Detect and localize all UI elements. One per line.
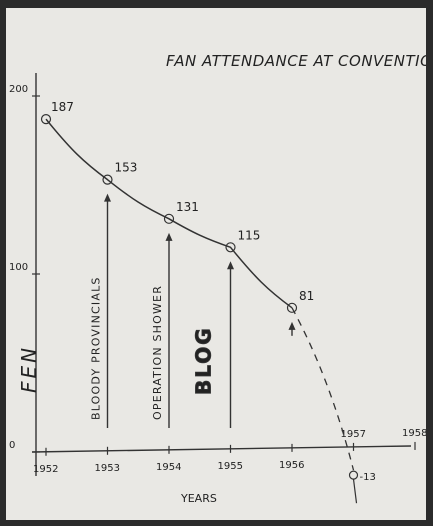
y-tick-label: 100 <box>9 262 28 273</box>
projection-line <box>291 307 355 471</box>
annotation-arrow-head <box>227 261 234 270</box>
annotation-label: BLOG <box>192 326 216 395</box>
x-tick-label: 1955 <box>218 461 243 472</box>
data-label: 81 <box>299 289 314 303</box>
series-line <box>45 118 293 309</box>
annotation-arrow-head <box>288 321 296 330</box>
data-point <box>102 174 113 185</box>
x-tick-label: 1953 <box>95 463 120 474</box>
projection-label: -13 <box>360 472 376 483</box>
data-label: 187 <box>51 100 74 114</box>
x-tick-label: 1952 <box>33 464 58 475</box>
projection-tail <box>352 479 358 504</box>
x-axis-line <box>31 445 412 453</box>
data-point <box>163 213 175 224</box>
chart-paper: FAN ATTENDANCE AT CONVENTIONS YEARS FEN … <box>6 8 426 520</box>
projection-point <box>348 470 359 480</box>
annotation-arrow-head <box>165 232 173 241</box>
attendance-chart: FAN ATTENDANCE AT CONVENTIONS YEARS FEN … <box>9 52 426 505</box>
y-axis-label: FEN <box>17 345 41 393</box>
annotation-arrow-head <box>104 193 111 202</box>
data-point <box>40 114 52 125</box>
x-tick-label: 1954 <box>156 462 181 473</box>
annotation-label: BLOODY PROVINCIALS <box>90 276 103 420</box>
y-tick-label: 0 <box>9 440 15 451</box>
x-tick-label: 1957 <box>341 429 366 440</box>
x-tick-label: 1958 <box>402 428 426 439</box>
annotation-label: OPERATION SHOWER <box>151 285 164 420</box>
chart-title: FAN ATTENDANCE AT CONVENTIONS <box>166 52 426 70</box>
x-axis-label: YEARS <box>180 492 217 505</box>
data-label: 153 <box>115 161 138 175</box>
y-tick-label: 200 <box>9 84 28 95</box>
data-point <box>225 242 236 253</box>
data-label: 131 <box>176 200 199 214</box>
x-tick-label: 1956 <box>279 460 304 471</box>
data-label: 115 <box>238 228 261 242</box>
data-point <box>286 302 298 313</box>
